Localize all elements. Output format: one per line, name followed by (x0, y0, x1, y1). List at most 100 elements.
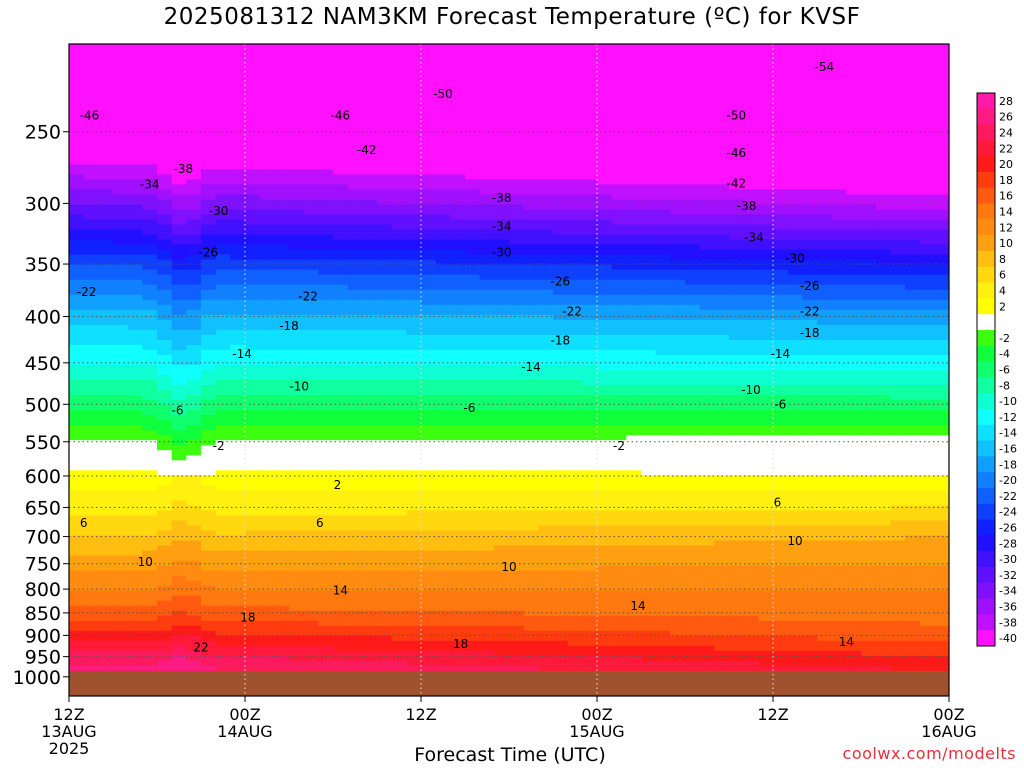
field-cell (362, 259, 378, 266)
field-cell (318, 79, 334, 85)
field-cell (362, 390, 378, 396)
field-cell (538, 209, 554, 216)
field-cell (919, 430, 935, 436)
field-cell (127, 344, 143, 351)
field-cell (582, 299, 598, 306)
field-cell (758, 244, 774, 251)
field-cell (890, 365, 906, 371)
field-cell (846, 54, 862, 60)
field-cell (714, 445, 730, 451)
field-cell (113, 299, 129, 306)
field-cell (274, 179, 290, 185)
field-cell (802, 159, 818, 165)
field-cell (318, 114, 334, 120)
field-cell (362, 199, 378, 206)
field-cell (919, 109, 935, 115)
field-cell (201, 455, 217, 461)
field-cell (69, 204, 85, 211)
field-cell (611, 89, 627, 95)
field-cell (421, 209, 437, 216)
field-cell (142, 440, 158, 446)
field-cell (890, 199, 906, 206)
field-cell (597, 99, 613, 105)
field-cell (171, 244, 187, 251)
field-cell (259, 184, 275, 190)
field-cell (714, 349, 730, 356)
field-cell (83, 344, 99, 351)
field-cell (817, 294, 833, 301)
field-cell (802, 405, 818, 411)
field-cell (729, 329, 745, 336)
field-cell (69, 395, 85, 401)
field-cell (875, 74, 891, 80)
field-cell (655, 134, 671, 140)
field-cell (670, 199, 686, 206)
field-cell (846, 64, 862, 70)
field-cell (465, 319, 481, 326)
field-cell (538, 164, 554, 170)
field-cell (523, 194, 539, 201)
field-cell (303, 209, 319, 216)
field-cell (98, 365, 114, 371)
field-cell (670, 344, 686, 351)
field-cell (743, 104, 759, 110)
field-cell (538, 249, 554, 256)
field-cell (186, 59, 202, 65)
field-cell (846, 365, 862, 371)
field-cell (538, 284, 554, 291)
field-cell (186, 254, 202, 261)
field-cell (347, 425, 363, 431)
field-cell (802, 339, 818, 346)
field-cell (215, 184, 231, 190)
field-cell (919, 425, 935, 431)
field-cell (846, 139, 862, 145)
field-cell (259, 455, 275, 461)
field-cell (582, 334, 598, 341)
field-cell (450, 199, 466, 206)
field-cell (98, 380, 114, 386)
field-cell (611, 214, 627, 221)
field-cell (523, 49, 539, 55)
field-cell (758, 89, 774, 95)
field-cell (186, 289, 202, 296)
field-cell (215, 385, 231, 391)
field-cell (685, 415, 701, 421)
field-cell (553, 254, 569, 261)
field-cell (142, 79, 158, 85)
field-cell (142, 314, 158, 321)
field-cell (567, 229, 583, 236)
field-cell (377, 455, 393, 461)
field-cell (729, 144, 745, 150)
field-cell (890, 440, 906, 446)
field-cell (274, 299, 290, 306)
field-cell (582, 184, 598, 190)
field-cell (494, 79, 510, 85)
field-cell (773, 294, 789, 301)
field-cell (83, 365, 99, 371)
field-cell (685, 289, 701, 296)
field-cell (934, 410, 949, 416)
field-cell (230, 370, 246, 376)
field-cell (274, 119, 290, 125)
field-cell (83, 415, 99, 421)
field-cell (127, 440, 143, 446)
field-cell (553, 179, 569, 185)
field-cell (714, 410, 730, 416)
field-cell (787, 314, 803, 321)
field-cell (69, 274, 85, 281)
field-cell (699, 44, 715, 50)
field-cell (553, 184, 569, 190)
field-cell (626, 339, 642, 346)
field-cell (450, 415, 466, 421)
field-cell (817, 149, 833, 155)
field-cell (905, 209, 921, 216)
field-cell (450, 344, 466, 351)
field-cell (465, 385, 481, 391)
field-cell (215, 400, 231, 406)
field-cell (861, 94, 877, 100)
field-cell (259, 229, 275, 236)
field-cell (582, 79, 598, 85)
field-cell (201, 119, 217, 125)
field-cell (69, 224, 85, 231)
field-cell (861, 134, 877, 140)
